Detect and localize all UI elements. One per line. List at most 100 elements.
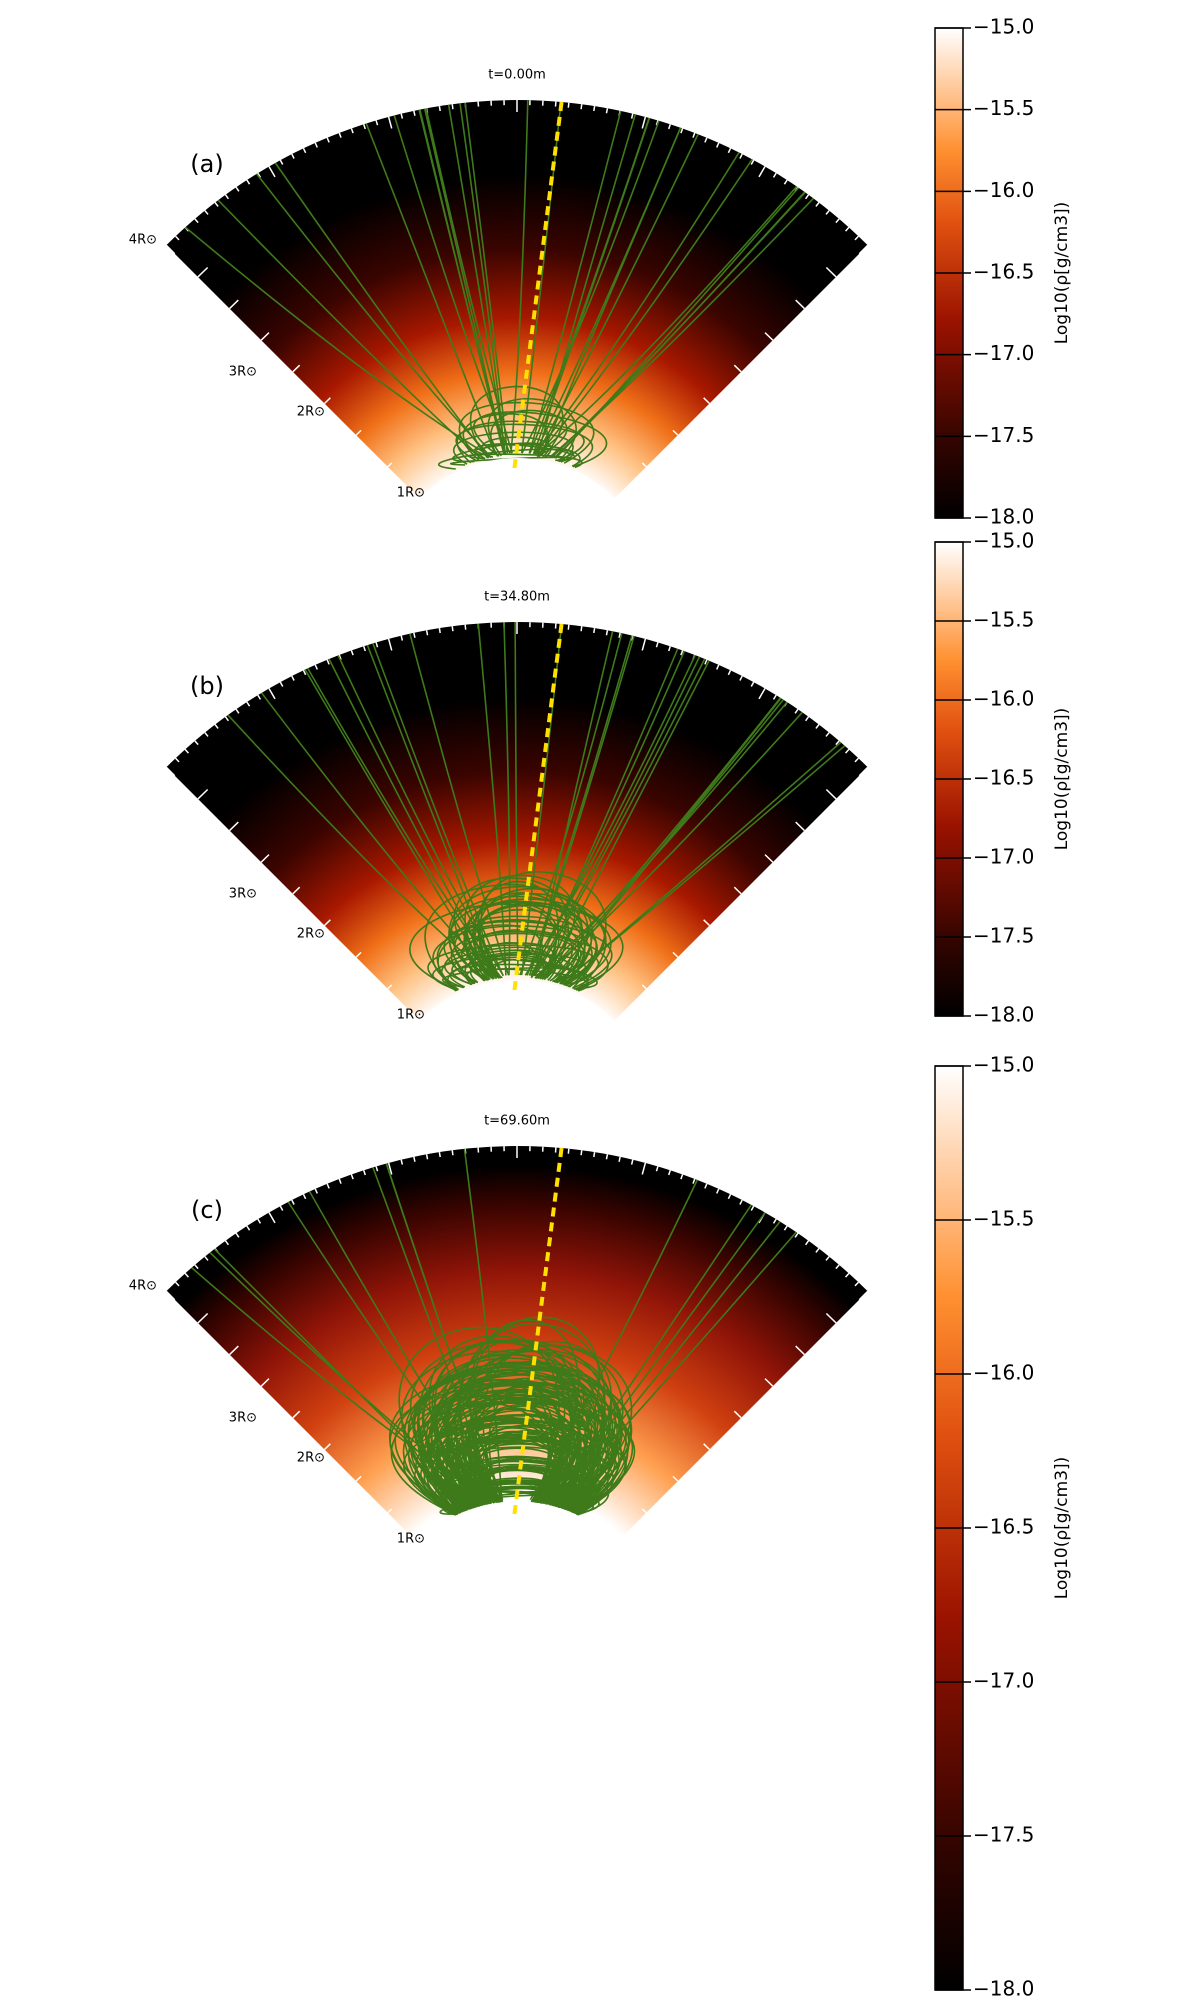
border-tick [641, 462, 647, 468]
figure-body: t=0.00m (a) 4R⊙ 3R⊙ 2R⊙ 1R⊙ −18.0 −17.5 −17.0 −16… [129, 15, 1072, 2000]
border-tick [268, 688, 276, 700]
border-tick [291, 1199, 295, 1205]
border-tick [338, 1178, 342, 1184]
field-line [464, 951, 564, 985]
border-tick [224, 1240, 230, 1246]
field-line [450, 895, 583, 983]
border-tick [727, 1193, 732, 1200]
field-line [456, 420, 585, 464]
border-tick [323, 919, 331, 927]
colorbar-tick-label: −16.0 [973, 178, 1034, 202]
border-tick [704, 659, 708, 665]
field-line [425, 1415, 616, 1515]
border-tick [246, 701, 251, 707]
border-tick [363, 646, 366, 652]
border-tick [260, 332, 270, 341]
border-tick [197, 788, 209, 800]
border-tick [655, 1166, 659, 1172]
border-tick [680, 1174, 684, 1180]
border-tick [844, 226, 850, 232]
border-tick [291, 153, 295, 159]
border-tick [716, 142, 720, 148]
border-tick [641, 1162, 647, 1175]
border-tick [292, 886, 301, 895]
field-line [562, 735, 849, 984]
border-tick [387, 1162, 393, 1175]
border-tick [795, 1345, 805, 1356]
radial-label: 2R⊙ [297, 927, 325, 942]
border-tick [235, 1232, 240, 1238]
colorbar-tick-label: −17.5 [973, 1823, 1034, 1847]
panel-title: t=0.00m [488, 68, 546, 83]
field-line [545, 691, 791, 979]
panel-label: (c) [191, 1196, 223, 1224]
border-tick [413, 632, 416, 638]
border-tick [844, 748, 850, 754]
border-tick [835, 218, 840, 224]
field-line [463, 1466, 587, 1512]
border-tick [355, 1475, 362, 1482]
border-tick [739, 675, 743, 681]
border-tick [630, 113, 634, 119]
border-tick [593, 105, 596, 112]
border-tick [197, 1312, 209, 1324]
border-tick [692, 1178, 696, 1184]
border-tick [194, 218, 199, 224]
border-tick [739, 1199, 743, 1205]
border-tick [794, 708, 799, 714]
border-tick [835, 740, 840, 746]
border-tick [229, 1345, 239, 1356]
field-line [443, 920, 613, 990]
border-tick [184, 1272, 190, 1278]
border-tick [175, 235, 180, 241]
field-line [476, 1441, 569, 1506]
field-line [462, 413, 548, 460]
border-tick [727, 147, 732, 154]
border-tick [618, 1156, 621, 1162]
border-tick [184, 748, 190, 754]
field-line [443, 1491, 557, 1516]
border-tick [257, 694, 262, 700]
field-line [458, 1339, 577, 1503]
radial-label: 2R⊙ [297, 405, 325, 420]
field-line [540, 704, 810, 978]
border-tick [772, 694, 777, 700]
border-tick [400, 635, 404, 641]
border-tick [314, 142, 318, 148]
border-tick [733, 364, 742, 373]
border-tick [854, 235, 859, 241]
field-line [469, 385, 564, 459]
border-tick [246, 1225, 251, 1231]
field-line [437, 448, 574, 470]
border-tick [451, 1150, 454, 1156]
field-line [210, 192, 481, 459]
border-tick [825, 732, 830, 737]
border-tick [668, 1170, 671, 1176]
border-tick [326, 1183, 330, 1189]
border-tick [567, 102, 570, 108]
colorbar-tick-label: −17.0 [973, 1669, 1034, 1693]
border-tick [854, 1281, 859, 1287]
field-line [453, 431, 574, 465]
border-tick [302, 147, 307, 154]
border-tick [387, 984, 393, 990]
colorbar-tick-label: −15.0 [973, 1053, 1034, 1077]
border-tick [375, 120, 379, 126]
trajectory-line [512, 1147, 564, 1515]
field-line [451, 949, 557, 986]
field-line [467, 1386, 587, 1506]
border-tick [165, 1290, 176, 1301]
border-tick [804, 194, 810, 200]
border-tick [641, 638, 647, 651]
border-tick [795, 821, 805, 832]
border-tick [672, 951, 679, 958]
border-tick [804, 1240, 810, 1246]
panel-title: t=69.60m [484, 1114, 550, 1129]
field-line [474, 443, 581, 468]
border-tick [750, 1205, 755, 1211]
field-line [446, 100, 507, 454]
colorbar-tick-label: −18.0 [973, 1003, 1034, 1027]
border-tick [387, 116, 393, 129]
border-tick [314, 664, 318, 670]
field-line [472, 411, 608, 468]
